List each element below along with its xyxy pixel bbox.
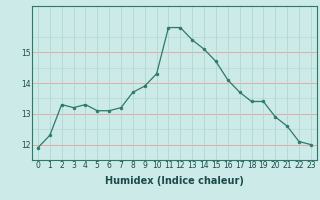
X-axis label: Humidex (Indice chaleur): Humidex (Indice chaleur) [105,176,244,186]
